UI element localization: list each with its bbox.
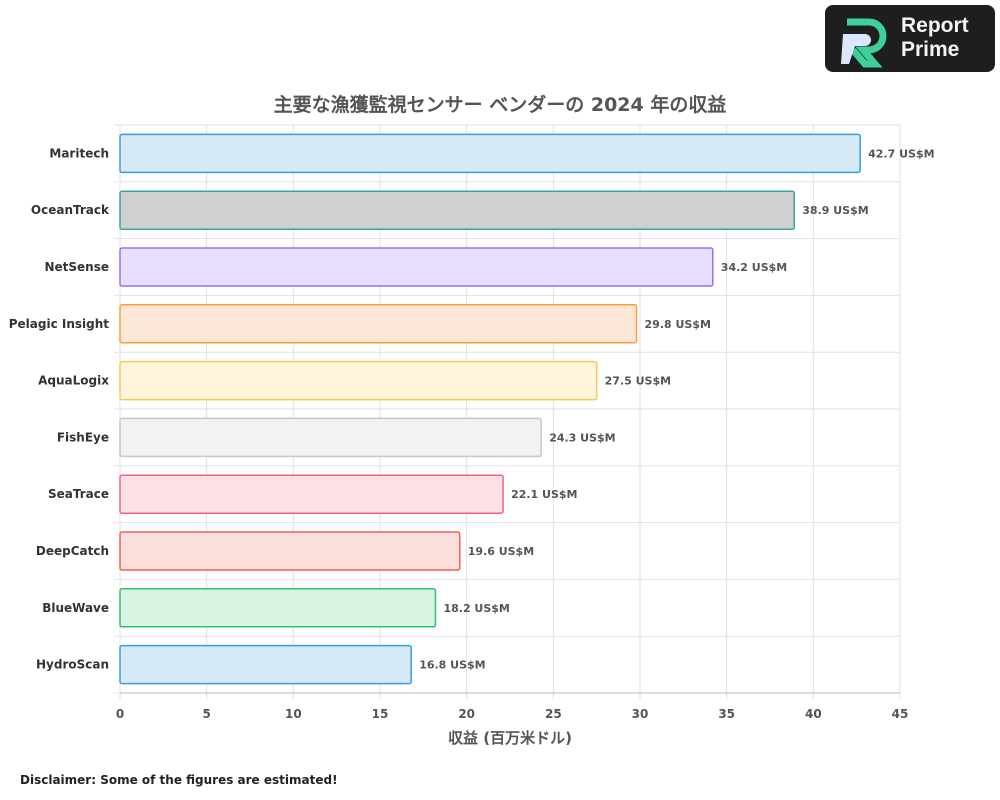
data-label: 24.3 US$M [549,431,615,444]
bar-bluewave [119,588,437,628]
bar-seatrace [119,474,504,514]
x-tick-label: 10 [285,707,302,721]
x-tick-label: 40 [805,707,822,721]
data-label: 16.8 US$M [419,659,485,672]
x-tick-label: 5 [202,707,210,721]
bar-aqualogix [119,360,598,401]
x-tick-label: 25 [545,707,562,721]
bar-fisheye [119,417,542,458]
y-tick-label: BlueWave [42,601,109,615]
data-label: 42.7 US$M [868,147,934,160]
logo-text-1: Report [901,14,969,37]
y-tick-label: SeaTrace [48,487,109,501]
data-label: 38.9 US$M [802,204,868,217]
bar-deepcatch [119,531,461,571]
y-tick-label: AquaLogix [38,374,109,388]
disclaimer: Disclaimer: Some of the figures are esti… [20,773,338,787]
x-axis-title: 収益 (百万米ドル) [448,729,572,747]
bar-pelagic-insight [119,304,638,344]
bar-netsense [119,247,714,287]
y-tick-label: NetSense [44,260,109,274]
bar-oceantrack [119,190,796,230]
data-label: 18.2 US$M [443,602,509,615]
data-label: 19.6 US$M [468,545,534,558]
x-tick-label: 45 [892,707,909,721]
logo-icon [841,18,887,68]
y-tick-label: FishEye [57,430,109,444]
report-prime-logo: Report Prime [825,5,995,72]
x-tick-label: 20 [458,707,475,721]
y-tick-label: Pelagic Insight [9,317,110,331]
data-label: 29.8 US$M [645,318,711,331]
bar-maritech [119,133,861,174]
data-label: 34.2 US$M [721,261,787,274]
x-tick-label: 15 [372,707,389,721]
logo-text-2: Prime [901,38,960,61]
data-label: 27.5 US$M [605,375,671,388]
y-tick-label: DeepCatch [36,544,109,558]
y-tick-label: HydroScan [36,658,109,672]
x-tick-label: 35 [718,707,735,721]
data-label: 22.1 US$M [511,488,577,501]
y-tick-label: OceanTrack [31,203,110,217]
y-tick-label: Maritech [49,146,109,160]
bar-hydroscan [119,644,412,685]
x-tick-label: 30 [632,707,649,721]
chart-title: 主要な漁獲監視センサー ベンダーの 2024 年の収益 [273,94,727,116]
x-tick-label: 0 [116,707,124,721]
